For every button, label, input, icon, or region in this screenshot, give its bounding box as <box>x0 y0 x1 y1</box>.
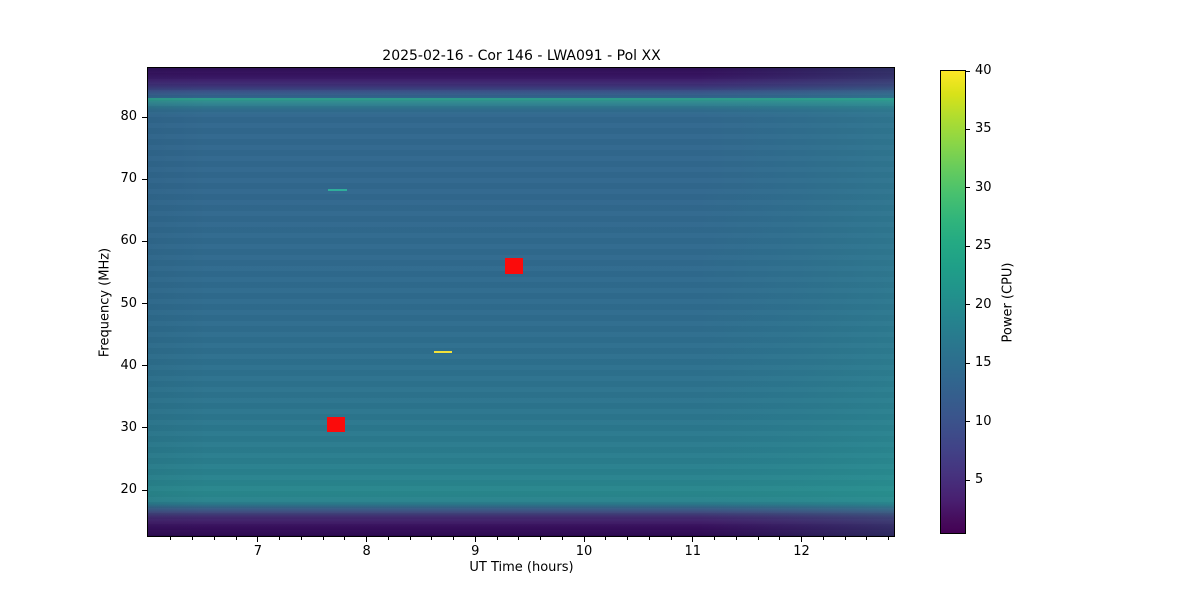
x-minor-tick <box>822 537 824 540</box>
colorbar-tick <box>966 245 970 247</box>
x-minor-tick <box>322 537 324 540</box>
x-major-tick <box>801 537 803 542</box>
flag-marker-square <box>505 258 524 275</box>
x-tick-label: 7 <box>253 544 262 559</box>
colorbar-tick-label: 15 <box>975 355 992 371</box>
colorbar-tick-label: 35 <box>975 121 992 137</box>
colorbar-tick <box>966 421 970 423</box>
flag-marker-square <box>327 416 346 432</box>
x-minor-tick <box>714 537 716 540</box>
colorbar-tick <box>966 479 970 481</box>
x-major-tick <box>366 537 368 542</box>
x-minor-tick <box>779 537 781 540</box>
x-minor-tick <box>888 537 890 540</box>
y-major-tick <box>142 116 147 118</box>
x-major-tick <box>692 537 694 542</box>
x-minor-tick <box>496 537 498 540</box>
colorbar-tick <box>966 362 970 364</box>
y-tick-label: 20 <box>120 482 137 497</box>
x-tick-label: 9 <box>471 544 480 559</box>
x-minor-tick <box>648 537 650 540</box>
x-tick-label: 10 <box>575 544 593 559</box>
y-tick-label: 50 <box>120 295 137 311</box>
x-minor-tick <box>344 537 346 540</box>
colorbar-tick-label: 30 <box>975 179 992 195</box>
x-minor-tick <box>518 537 520 540</box>
x-minor-tick <box>213 537 215 540</box>
colorbar-tick <box>966 70 970 72</box>
y-tick-label: 80 <box>120 109 137 125</box>
x-tick-label: 8 <box>362 544 371 559</box>
x-minor-tick <box>192 537 194 540</box>
spectrogram-heatmap <box>147 67 895 537</box>
colorbar-tick-label: 40 <box>975 63 992 78</box>
x-minor-tick <box>844 537 846 540</box>
x-minor-tick <box>170 537 172 540</box>
x-minor-tick <box>431 537 433 540</box>
x-minor-tick <box>670 537 672 540</box>
y-major-tick <box>142 303 147 305</box>
colorbar-tick-label: 10 <box>975 413 992 429</box>
rfi-dash-marker <box>327 188 347 191</box>
x-major-tick <box>474 537 476 542</box>
x-minor-tick <box>627 537 629 540</box>
colorbar-tick <box>966 128 970 130</box>
x-minor-tick <box>235 537 237 540</box>
x-tick-label: 11 <box>684 544 702 559</box>
rfi-dash-marker <box>433 351 452 354</box>
colorbar-tick-label: 5 <box>975 472 984 488</box>
colorbar-tick-label: 25 <box>975 238 992 254</box>
y-major-tick <box>142 489 147 491</box>
x-minor-tick <box>605 537 607 540</box>
x-minor-tick <box>540 537 542 540</box>
y-tick-label: 70 <box>120 171 137 187</box>
colorbar <box>940 70 966 534</box>
y-tick-label: 60 <box>120 233 137 249</box>
y-major-tick <box>142 240 147 242</box>
x-minor-tick <box>279 537 281 540</box>
x-minor-tick <box>866 537 868 540</box>
x-minor-tick <box>757 537 759 540</box>
y-tick-label: 40 <box>120 357 137 373</box>
x-major-tick <box>257 537 259 542</box>
x-minor-tick <box>735 537 737 540</box>
y-major-tick <box>142 178 147 180</box>
x-major-tick <box>583 537 585 542</box>
x-minor-tick <box>300 537 302 540</box>
colorbar-tick-label: 20 <box>975 296 992 312</box>
x-minor-tick <box>561 537 563 540</box>
x-minor-tick <box>409 537 411 540</box>
x-minor-tick <box>453 537 455 540</box>
x-axis-label: UT Time (hours) <box>469 560 574 575</box>
x-minor-tick <box>387 537 389 540</box>
colorbar-tick <box>966 304 970 306</box>
colorbar-tick <box>966 187 970 189</box>
y-major-tick <box>142 365 147 367</box>
y-tick-label: 30 <box>120 419 137 435</box>
plot-title: 2025-02-16 - Cor 146 - LWA091 - Pol XX <box>382 48 661 64</box>
y-major-tick <box>142 427 147 429</box>
x-tick-label: 12 <box>793 544 810 559</box>
